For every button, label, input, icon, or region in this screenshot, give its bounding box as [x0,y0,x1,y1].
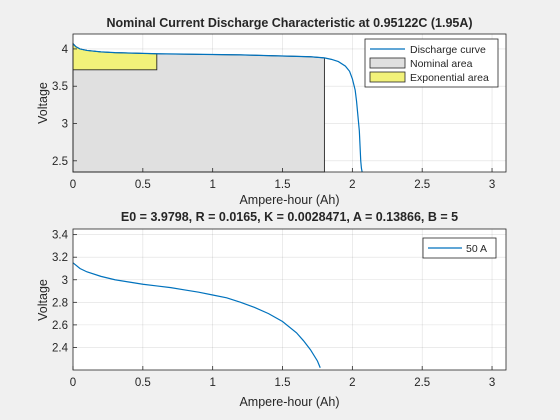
y-tick-label: 3.4 [52,230,69,242]
y-tick-label: 2.6 [52,320,68,332]
x-tick-label: 3 [489,377,495,389]
x-axis-label: Ampere-hour (Ah) [239,395,339,409]
x-tick-label: 2 [349,377,355,389]
x-tick-label: 1 [209,377,215,389]
legend[interactable]: 50 A [422,237,497,259]
y-tick-label: 4 [62,44,69,56]
y-tick-label: 2.8 [52,297,68,309]
y-axis-label: Voltage [36,279,50,321]
legend-label-50a: 50 A [466,243,487,255]
x-tick-label: 1 [209,179,215,191]
ticks: 0 0.5 1 1.5 2 2.5 3 2.5 3 3.5 4 [52,44,495,191]
x-tick-label: 2.5 [414,377,430,389]
legend-swatch-exponential-area [369,71,406,83]
y-tick-label: 2.4 [52,342,69,354]
axes-box [72,228,507,371]
legend[interactable]: Discharge curve Nominal area Exponential… [364,38,499,88]
axes-bottom[interactable]: 0 0.5 1 1.5 2 2.5 3 2.4 2.6 2.8 3 3.2 3.4 E0 = 3.979… [36,210,507,409]
x-tick-label: 0.5 [135,179,151,191]
y-axis-label: Voltage [36,82,50,124]
legend-label-nominal-area: Nominal area [410,58,473,70]
legend-label-discharge-curve: Discharge curve [410,44,486,56]
grid [72,229,506,370]
x-tick-label: 0 [70,377,76,389]
y-tick-label: 3 [62,275,68,287]
y-tick-label: 3.2 [52,252,68,264]
y-tick-label: 3.5 [52,81,68,93]
axes-box [72,33,507,173]
series-line[interactable] [72,43,363,173]
x-tick-label: 1.5 [275,179,291,191]
x-tick-label: 1.5 [275,377,291,389]
chart-title: Nominal Current Discharge Characteristic… [106,16,472,30]
chart-title: E0 = 3.9798, R = 0.0165, K = 0.0028471, … [121,210,458,224]
series-layer [72,262,321,368]
series-line[interactable] [72,262,321,368]
x-tick-label: 0 [70,179,76,191]
x-tick-label: 2 [349,179,355,191]
y-tick-label: 3 [62,119,68,131]
legend-swatch-nominal-area [369,57,406,69]
x-tick-label: 2.5 [414,179,430,191]
axes-top[interactable]: 0 0.5 1 1.5 2 2.5 3 2.5 3 3.5 4 Nominal Current Di… [36,16,507,207]
series-layer [72,43,363,173]
y-tick-label: 2.5 [52,156,68,168]
x-axis-label: Ampere-hour (Ah) [239,193,339,207]
legend-label-exponential-area: Exponential area [410,72,489,84]
x-tick-label: 0.5 [135,377,151,389]
x-tick-label: 3 [489,179,495,191]
ticks: 0 0.5 1 1.5 2 2.5 3 2.4 2.6 2.8 3 3.2 3.4 [52,230,495,389]
area-layer [72,42,325,173]
